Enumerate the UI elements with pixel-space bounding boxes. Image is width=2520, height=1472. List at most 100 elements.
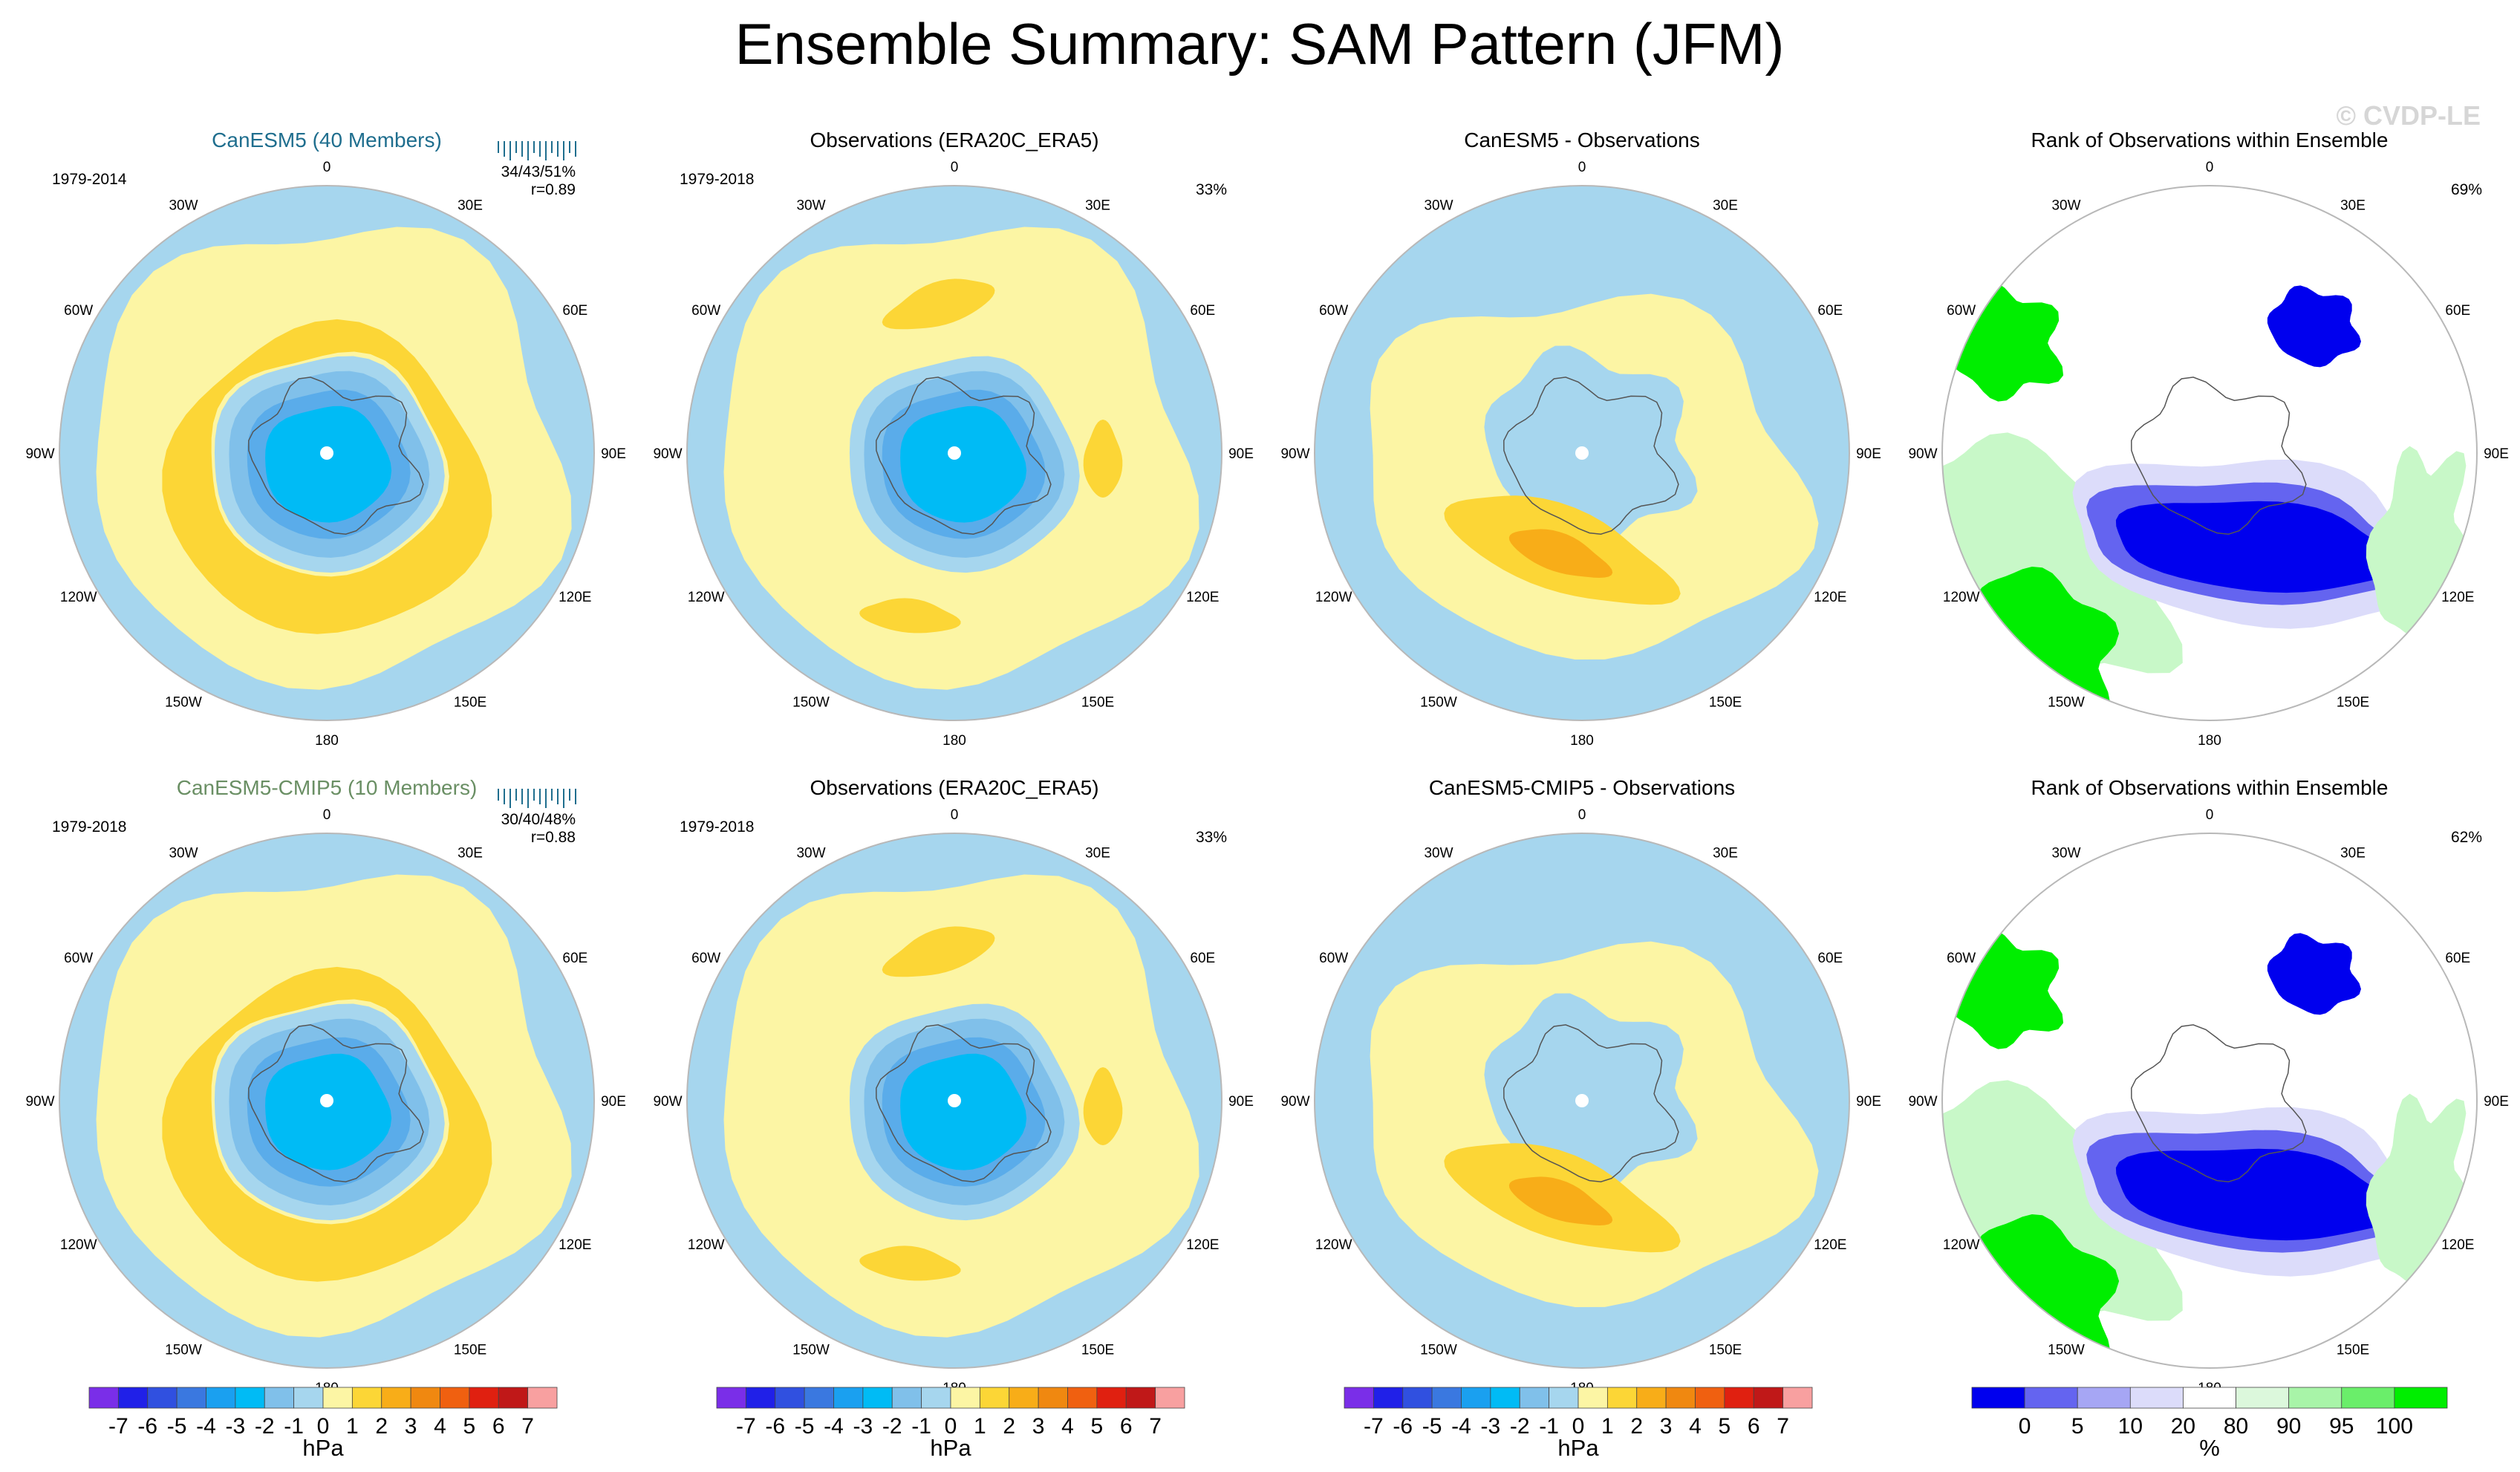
field-region [882,279,995,330]
map-field [59,833,594,1368]
colorbar-swatch [322,1387,353,1409]
lon-label: 30E [1085,846,1110,862]
colorbar-tick-label: 90 [2276,1414,2301,1439]
period-label: 1979-2018 [680,818,754,836]
antarctica-coastline [876,1024,1052,1182]
ensemble-tick [504,141,505,157]
lon-label: 60E [562,303,587,319]
lon-label: 0 [2206,807,2214,823]
panel-r2c1: 030E60E90E120E150E180150W120W90W60W30WCa… [25,776,625,1396]
map-field [1942,186,2477,720]
panel-r2c4: 030E60E90E120E150E180150W120W90W60W30WRa… [1908,776,2508,1396]
colorbar-swatch [862,1387,893,1409]
lon-label: 150W [792,1342,830,1358]
lon-label: 150W [165,694,202,710]
pole-marker [320,446,333,460]
colorbar-swatch [1373,1387,1404,1409]
antarctica-coastline [248,1024,424,1182]
lon-label: 120E [559,1237,591,1253]
panel-title: CanESM5-CMIP5 (10 Members) [177,776,478,799]
field-region [900,1053,1027,1170]
ensemble-tick [569,789,570,801]
colorbar-tick-label: 7 [1777,1414,1789,1439]
antarctica-coastline [248,377,424,535]
lon-label: 150W [1420,1342,1457,1358]
colorbar-tick-label: 0 [2019,1414,2031,1439]
rank-region [2115,501,2402,593]
colorbar-tick-label: -3 [853,1414,873,1439]
colorbar-swatch [745,1387,776,1409]
map-field [1315,186,1849,720]
lon-label: 150W [165,1342,202,1358]
percent-label: 62% [2451,829,2482,846]
colorbar-swatch [2077,1387,2131,1409]
panel-title: CanESM5 - Observations [1464,128,1699,152]
field-region [265,406,392,523]
colorbar-tick-label: -4 [196,1414,216,1439]
colorbar-swatch [117,1387,149,1409]
colorbar-tick-label: 7 [521,1414,534,1439]
colorbar-tick-label: 95 [2329,1414,2354,1439]
map-border [686,833,1222,1369]
colorbar-swatch [2183,1387,2236,1409]
lon-label: 90E [1856,446,1881,462]
colorbar-tick-label: 100 [2376,1414,2413,1439]
colorbar-tick-label: -2 [1510,1414,1530,1439]
antarctica-coastline [876,377,1052,535]
panel-title: Rank of Observations within Ensemble [2031,776,2389,799]
ensemble-tick [498,141,499,153]
ensemble-tick [515,141,517,153]
lon-label: 60E [1817,951,1843,966]
lon-label: 150E [1081,694,1114,710]
ensemble-tick [575,141,576,157]
watermark: © CVDP-LE [2336,100,2481,131]
lon-label: 180 [315,733,339,749]
field-region [882,926,995,977]
lon-label: 30W [796,198,825,214]
field-region [265,1053,392,1170]
colorbar-swatch [1578,1387,1608,1409]
colorbar-unit: hPa [1557,1435,1599,1461]
period-label: 1979-2018 [52,818,126,836]
lon-label: 60W [691,951,720,966]
colorbar-tick-label: 4 [1061,1414,1074,1439]
map-field [687,833,1222,1368]
lon-label: 150W [792,694,830,710]
colorbar-tick-label: -7 [108,1414,128,1439]
ensemble-tick [551,141,553,153]
colorbar-swatch [235,1387,265,1409]
ensemble-tick [539,141,541,157]
antarctica-coastline [1503,1024,1679,1182]
lon-label: 150E [454,694,486,710]
map-field [1315,833,1849,1368]
percent-label: 69% [2451,181,2482,198]
rank-region [2366,446,2469,636]
percent-label: 33% [1196,829,1227,846]
lon-label: 150E [2337,1342,2369,1358]
lon-label: 120E [2441,590,2474,605]
colorbar-swatch [2236,1387,2290,1409]
lon-label: 30E [2340,846,2366,862]
field-region [859,1245,961,1281]
ensemble-tick [521,141,523,157]
colorbar-swatch [1155,1387,1185,1409]
colorbar-tick-label: 3 [405,1414,417,1439]
pole-marker [320,1094,333,1107]
lon-label: 180 [1570,733,1594,749]
panel-r1c3: 0 30E 60E 90E 120E 150E 180 150W 120W 90W 60W 30W Ca… [1280,128,1881,749]
lon-label: 90W [25,1094,54,1110]
ensemble-tick [527,789,529,808]
colorbar-swatch [264,1387,295,1409]
lon-label: 120E [559,590,591,605]
colorbar-tick-label: 0 [945,1414,957,1439]
colorbar-unit: hPa [930,1435,971,1461]
colorbar-unit: hPa [302,1435,344,1461]
stats-label: 30/40/48% [501,811,576,828]
map-border [1941,185,2478,721]
colorbar-tick-label: 5 [463,1414,476,1439]
lon-label: 90W [653,446,682,462]
antarctica-coastline [1503,377,1679,535]
lon-label: 60E [1190,303,1215,319]
colorbar-tick-label: 7 [1149,1414,1162,1439]
